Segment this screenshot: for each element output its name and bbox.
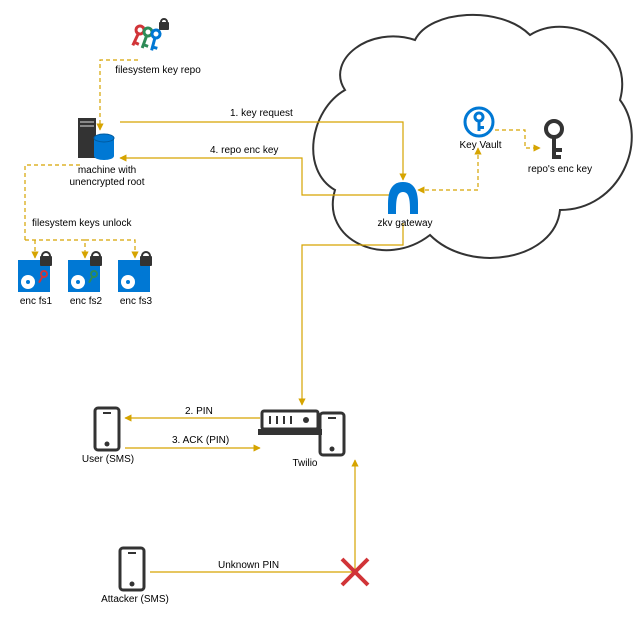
machine-label: machine with unencrypted root: [62, 165, 152, 189]
edge-label-unknown-pin: Unknown PIN: [218, 560, 279, 571]
edge-label-repo-enc-key: 4. repo enc key: [210, 145, 278, 156]
twilio-label: Twilio: [280, 458, 330, 470]
twilio-icon: [258, 411, 344, 455]
edge-label-key-request: 1. key request: [230, 108, 293, 119]
attacker-label: Attacker (SMS): [95, 594, 175, 606]
key-vault-label: Key Vault: [453, 140, 508, 152]
enc-fs3-label: enc fs3: [116, 296, 156, 308]
gateway-label: zkv gateway: [370, 218, 440, 230]
user-phone-icon: [95, 408, 119, 450]
cloud-region: [313, 15, 632, 258]
key-repo-icon: [129, 19, 169, 52]
edge-label-ack-pin: 3. ACK (PIN): [172, 435, 229, 446]
edge-attacker-to-twilio: [150, 460, 355, 572]
enc-fs2-label: enc fs2: [66, 296, 106, 308]
gateway-icon: [388, 182, 418, 214]
machine-icon: [78, 118, 114, 160]
key-repo-label: filesystem key repo: [108, 65, 208, 77]
user-label: User (SMS): [78, 454, 138, 466]
enc-fs1-label: enc fs1: [16, 296, 56, 308]
enc-fs3-icon: [118, 252, 152, 292]
edge-label-pin: 2. PIN: [185, 406, 213, 417]
edge-to-fs2: [25, 240, 85, 258]
edge-label-fs-unlock: filesystem keys unlock: [32, 218, 131, 229]
repo-key-label: repo's enc key: [520, 164, 600, 176]
attacker-phone-icon: [120, 548, 144, 590]
